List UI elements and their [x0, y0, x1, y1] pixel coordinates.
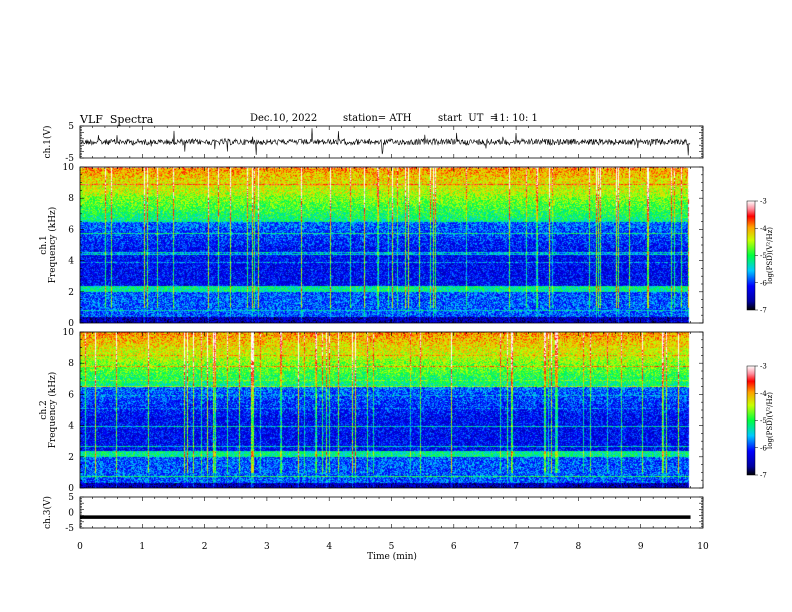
y-tick-label: 0	[68, 319, 74, 329]
ch1-waveform-line	[80, 128, 691, 156]
y-axis-label: ch.1(V)	[42, 126, 53, 159]
y-tick-label: 0	[68, 509, 74, 519]
y-tick-label: 4	[68, 422, 74, 432]
colorbar-tick-label: -4	[760, 225, 767, 233]
start-ut-value: 11: 10: 1	[493, 113, 538, 124]
x-tick-label: 10	[697, 542, 709, 552]
colorbar-tick-label: -7	[760, 307, 767, 315]
y-tick-label: 5	[68, 122, 74, 132]
station-label: station= ATH	[343, 113, 412, 124]
y-axis-label: Frequency (kHz)	[47, 372, 58, 449]
y-axis-label: ch.3(V)	[42, 496, 53, 529]
x-tick-label: 4	[326, 542, 332, 552]
colorbar-tick-label: -5	[760, 417, 767, 425]
x-tick-label: 5	[389, 542, 395, 552]
chart-title: VLF Spectra	[80, 113, 154, 126]
y-tick-label: 2	[68, 288, 74, 298]
x-tick-label: 2	[202, 542, 208, 552]
colorbar-2	[746, 365, 756, 476]
y-tick-label: -5	[65, 524, 74, 534]
x-tick-label: 7	[513, 542, 519, 552]
x-tick-label: 9	[638, 542, 644, 552]
x-tick-label: 8	[576, 542, 582, 552]
colorbar-tick-label: -7	[760, 472, 767, 480]
y-tick-label: 6	[68, 390, 74, 400]
y-tick-label: 2	[68, 453, 74, 463]
y-axis-label: Frequency (kHz)	[47, 207, 58, 284]
y-tick-label: 5	[68, 493, 74, 503]
x-tick-label: 1	[139, 542, 145, 552]
y-tick-label: 10	[63, 163, 75, 173]
ch2-spectrogram-image	[80, 332, 693, 488]
y-tick-label: 10	[63, 328, 75, 338]
y-axis-label: ch.2	[39, 400, 49, 419]
colorbar-tick-label: -6	[760, 444, 767, 452]
colorbar-tick-label: -5	[760, 252, 767, 260]
start-ut-label: start UT =	[438, 113, 499, 124]
colorbar-tick-label: -3	[760, 363, 767, 371]
date-label: Dec.10, 2022	[250, 113, 318, 124]
x-tick-label: 3	[264, 542, 270, 552]
colorbar-tick-label: -6	[760, 279, 767, 287]
ch1-spectrogram-image	[80, 167, 693, 323]
colorbar-tick-label: -4	[760, 390, 767, 398]
colorbar-label: log(PSD)(V²/Hz)	[766, 227, 774, 284]
panel-frame-4	[79, 496, 704, 529]
y-tick-label: -5	[65, 154, 74, 164]
y-tick-label: 4	[68, 257, 74, 267]
y-tick-label: 0	[68, 484, 74, 494]
y-tick-label: 6	[68, 225, 74, 235]
colorbar-1	[746, 200, 756, 311]
x-tick-label: 6	[451, 542, 457, 552]
colorbar-label: log(PSD)(V²/Hz)	[766, 392, 774, 449]
x-tick-label: 0	[77, 542, 83, 552]
y-tick-label: 8	[68, 359, 74, 369]
colorbar-tick-label: -3	[760, 198, 767, 206]
x-axis-label: Time (min)	[367, 551, 417, 562]
y-axis-label: ch.1	[39, 235, 49, 254]
y-tick-label: 8	[68, 194, 74, 204]
